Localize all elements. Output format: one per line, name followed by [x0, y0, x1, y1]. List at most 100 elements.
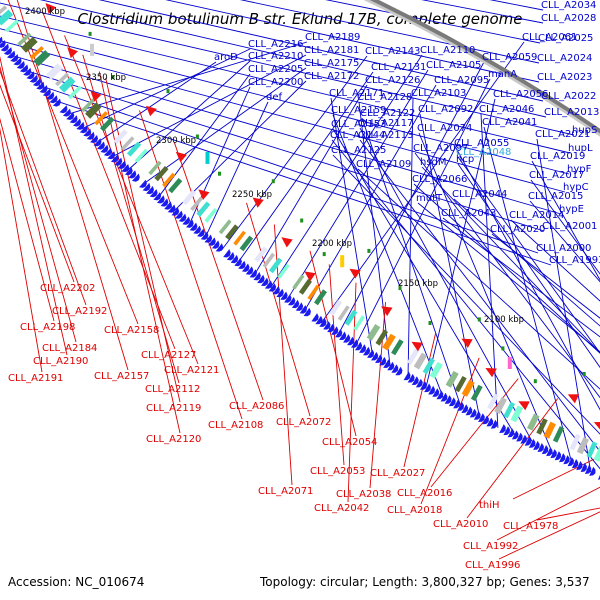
forward-gene-arrow	[327, 323, 335, 333]
forward-gene-arrow	[49, 95, 58, 104]
feature-block	[148, 160, 162, 176]
forward-gene-arrow	[257, 274, 265, 284]
forward-gene-arrow	[204, 234, 213, 243]
feature-block	[225, 224, 239, 240]
forward-leader-line	[425, 98, 496, 389]
reverse-gene-arrow	[567, 394, 580, 404]
forward-gene-arrow	[261, 277, 269, 286]
forward-leader-line	[453, 198, 600, 327]
forward-gene-arrow	[589, 466, 596, 476]
feature-block	[543, 421, 556, 439]
coordinate-tick-label: 2300 kbp	[156, 136, 196, 146]
forward-leader-line	[359, 127, 536, 447]
reverse-gene-arrow	[461, 338, 473, 348]
forward-gene-arrow	[339, 331, 347, 340]
forward-leader-line	[253, 84, 368, 276]
forward-leader-line	[270, 54, 423, 288]
forward-gene-arrow	[528, 438, 536, 448]
reverse-gene-label: CLL_A2018	[387, 505, 442, 516]
forward-gene-label: CLL_A2022	[541, 91, 596, 102]
forward-gene-arrow	[107, 151, 116, 160]
trna-mark	[367, 248, 371, 253]
reverse-leader-line	[466, 398, 559, 519]
forward-leader-line	[0, 15, 571, 154]
feature-block	[382, 333, 396, 351]
forward-gene-arrow	[46, 91, 55, 100]
forward-leader-line	[332, 128, 517, 438]
reverse-leader-line	[0, 69, 87, 306]
trna-mark	[428, 321, 432, 325]
forward-gene-arrow	[469, 408, 477, 418]
forward-leader-line	[358, 101, 391, 368]
reverse-gene-label: CLL_A1978	[503, 521, 558, 532]
forward-gene-arrow	[331, 326, 339, 335]
forward-gene-label: hcp	[456, 154, 474, 165]
reverse-leader-line	[7, 0, 139, 325]
coordinate-tick-label: 2250 kbp	[232, 190, 272, 200]
forward-gene-arrow	[16, 61, 25, 69]
feature-block	[94, 111, 108, 126]
forward-gene-arrow	[26, 71, 35, 80]
feature-block	[254, 246, 268, 263]
forward-gene-arrow	[284, 294, 292, 303]
forward-gene-arrow	[559, 453, 566, 463]
forward-leader-line	[455, 147, 600, 411]
forward-gene-arrow	[23, 67, 32, 76]
forward-leader-line	[52, 99, 552, 266]
forward-leader-line	[407, 97, 414, 379]
feature-block	[536, 418, 548, 435]
reverse-gene-arrow	[349, 268, 361, 279]
reverse-gene-label: CLL_A2038	[336, 489, 391, 500]
forward-gene-arrow	[208, 237, 216, 246]
forward-gene-arrow	[424, 383, 431, 393]
reverse-gene-label: CLL_A2120	[146, 434, 201, 445]
forward-leader-line	[354, 78, 491, 346]
reverse-gene-label: CLL_A2010	[433, 519, 488, 530]
forward-gene-arrow	[193, 225, 201, 234]
forward-gene-arrow	[200, 231, 209, 240]
trna-mark	[582, 372, 586, 376]
forward-gene-arrow	[121, 164, 130, 173]
feature-block	[68, 85, 82, 100]
forward-gene-arrow	[272, 286, 280, 295]
forward-leader-line	[332, 154, 600, 435]
forward-gene-arrow	[367, 349, 375, 358]
forward-gene-arrow	[541, 445, 549, 455]
reverse-feature-block	[507, 357, 512, 369]
forward-gene-arrow	[79, 125, 88, 134]
forward-leader-line	[173, 80, 307, 212]
forward-gene-arrow	[311, 313, 319, 322]
reverse-leader-line	[309, 250, 357, 437]
forward-gene-arrow	[546, 447, 553, 457]
reverse-leader-line	[139, 110, 243, 420]
feature-block	[576, 437, 589, 455]
feature-block	[100, 116, 115, 132]
forward-gene-arrow	[3, 47, 12, 55]
reverse-gene-label: CLL_A2202	[40, 283, 95, 294]
forward-leader-line	[325, 0, 541, 44]
forward-gene-label: CLL_A2013	[544, 107, 599, 118]
forward-gene-label: CLL_A2125	[331, 145, 386, 156]
forward-gene-arrow	[375, 354, 383, 363]
forward-gene-arrow	[110, 154, 119, 163]
forward-gene-arrow	[73, 118, 81, 127]
forward-gene-arrow	[132, 173, 140, 182]
forward-gene-arrow	[395, 366, 403, 376]
forward-gene-label: CLL_A2128	[357, 92, 412, 103]
forward-gene-label: def	[266, 92, 283, 103]
forward-gene-arrow	[226, 252, 235, 261]
forward-gene-label: CLL_A2000	[536, 243, 591, 254]
reverse-leader-line	[0, 127, 43, 373]
forward-gene-arrow	[520, 434, 527, 444]
reverse-leader-line	[105, 77, 181, 403]
forward-gene-arrow	[554, 451, 561, 461]
forward-gene-arrow	[62, 108, 71, 117]
trna-mark	[398, 286, 402, 291]
forward-leader-line	[536, 138, 592, 473]
forward-gene-label: CLL_A2103	[411, 88, 466, 99]
forward-gene-label: CLL_A2153	[331, 119, 386, 130]
forward-leader-line	[491, 233, 600, 319]
forward-gene-arrow	[516, 432, 523, 442]
feature-block	[269, 257, 283, 274]
feature-block	[218, 219, 232, 235]
